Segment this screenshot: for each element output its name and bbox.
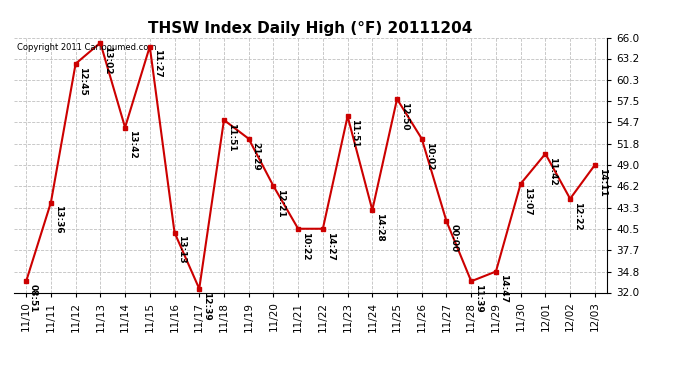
- Text: 13:02: 13:02: [103, 45, 112, 74]
- Text: 12:22: 12:22: [573, 201, 582, 230]
- Text: 14:11: 14:11: [598, 168, 607, 196]
- Text: 14:27: 14:27: [326, 231, 335, 260]
- Text: 13:07: 13:07: [524, 186, 533, 215]
- Text: 10:02: 10:02: [424, 141, 433, 170]
- Text: 14:47: 14:47: [499, 274, 508, 303]
- Text: 12:45: 12:45: [79, 66, 88, 95]
- Text: 12:21: 12:21: [276, 189, 285, 218]
- Text: 13:42: 13:42: [128, 130, 137, 159]
- Title: THSW Index Daily High (°F) 20111204: THSW Index Daily High (°F) 20111204: [148, 21, 473, 36]
- Text: 10:22: 10:22: [301, 231, 310, 260]
- Text: 11:42: 11:42: [548, 156, 557, 185]
- Text: 12:50: 12:50: [400, 102, 408, 130]
- Text: 11:51: 11:51: [351, 119, 359, 148]
- Text: 12:39: 12:39: [202, 291, 211, 320]
- Text: 11:39: 11:39: [474, 284, 483, 313]
- Text: Copyright 2011 Cariboumed.com: Copyright 2011 Cariboumed.com: [17, 43, 156, 52]
- Text: 21:29: 21:29: [251, 141, 260, 170]
- Text: 11:27: 11:27: [152, 49, 161, 78]
- Text: 00:00: 00:00: [449, 224, 458, 252]
- Text: 08:51: 08:51: [29, 284, 38, 312]
- Text: 11:51: 11:51: [227, 123, 236, 152]
- Text: 13:36: 13:36: [54, 205, 63, 234]
- Text: 14:28: 14:28: [375, 213, 384, 242]
- Text: 13:13: 13:13: [177, 235, 186, 264]
